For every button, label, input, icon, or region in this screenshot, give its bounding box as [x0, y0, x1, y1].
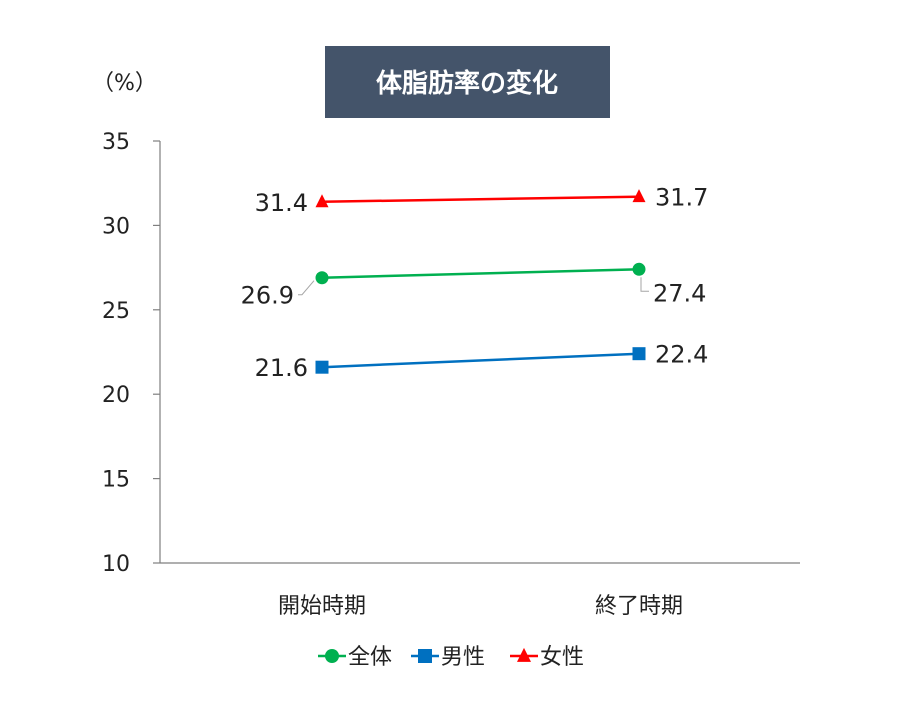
leader-line: [298, 280, 315, 296]
legend-label: 男性: [441, 645, 485, 670]
y-tick-label: 10: [102, 552, 130, 577]
x-category-label: 開始時期: [278, 594, 366, 619]
series-line-circle: [321, 268, 640, 279]
series-layer: [315, 189, 646, 374]
y-tick-label: 15: [102, 468, 130, 493]
legend-marker-circle: [325, 649, 339, 663]
legend: 全体 男性 女性: [318, 645, 584, 670]
legend-marker-square: [418, 649, 432, 663]
legend-label: 女性: [540, 645, 584, 670]
x-category-label: 終了時期: [595, 594, 683, 619]
y-axis-unit: （%）: [92, 71, 157, 96]
data-labels-layer: 26.9 27.4 21.6 22.4 31.4 31.7: [241, 184, 709, 382]
data-label: 31.7: [655, 184, 708, 212]
data-point-triangle: [632, 189, 646, 203]
series-line-square: [321, 352, 640, 369]
y-tick-label: 30: [102, 214, 130, 239]
y-tick-label: 25: [102, 299, 130, 324]
leader-line: [640, 277, 649, 292]
y-tick-label: 20: [102, 383, 130, 408]
chart-title-box: [325, 46, 610, 118]
data-label: 21.6: [255, 354, 308, 382]
data-label: 27.4: [653, 279, 706, 307]
series-line-triangle: [321, 195, 640, 204]
data-point-circle: [632, 262, 646, 276]
axes: 10 15 20 25 30 35 開始時期 終了時期: [102, 130, 800, 619]
y-tick-label: 35: [102, 130, 130, 155]
legend-label: 全体: [348, 645, 392, 670]
data-point-circle: [315, 271, 329, 285]
chart-title: 体脂肪率の変化: [376, 68, 558, 99]
data-point-square: [632, 347, 646, 361]
data-label: 31.4: [255, 189, 308, 217]
data-point-square: [315, 360, 329, 374]
data-label: 22.4: [655, 341, 708, 369]
data-point-triangle: [315, 194, 329, 208]
data-label: 26.9: [241, 282, 294, 310]
legend-marker-triangle: [517, 647, 531, 662]
